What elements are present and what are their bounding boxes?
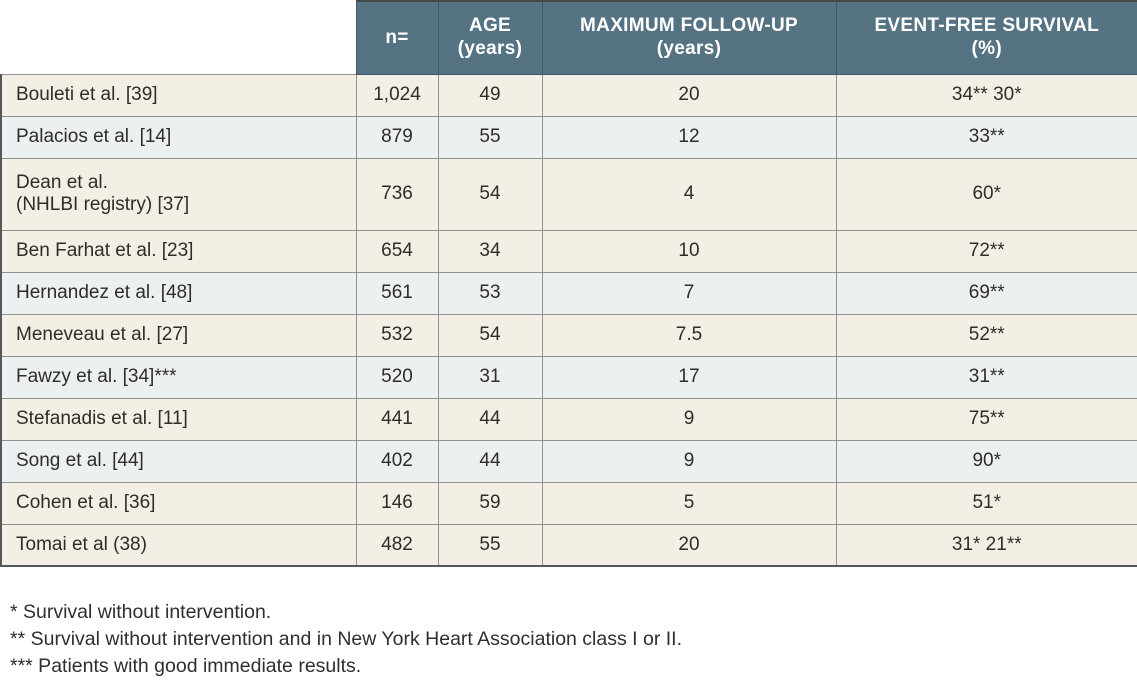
event-free-survival-cell: 31* 21**	[835, 523, 1137, 567]
max-follow-up-cell: 20	[541, 73, 837, 117]
col-header-age: AGE (years)	[437, 0, 543, 75]
age-cell: 55	[437, 115, 543, 159]
max-follow-up-cell: 5	[541, 481, 837, 525]
table-row: Hernandez et al. [48] 561 53 7 69**	[0, 271, 1137, 315]
col-header-n-label: n=	[385, 26, 409, 48]
n-cell: 441	[355, 397, 439, 441]
n-cell: 146	[355, 481, 439, 525]
age-cell: 55	[437, 523, 543, 567]
col-header-study-empty	[1, 1, 356, 74]
table-row: Palacios et al. [14] 879 55 12 33**	[0, 115, 1137, 159]
survival-studies-table: n= AGE (years) MAXIMUM FOLLOW-UP (years)…	[0, 0, 1137, 567]
table-header: n= AGE (years) MAXIMUM FOLLOW-UP (years)…	[1, 0, 1137, 75]
age-cell: 49	[437, 73, 543, 117]
max-follow-up-cell: 7	[541, 271, 837, 315]
study-cell: Dean et al. (NHLBI registry) [37]	[0, 157, 357, 231]
footnote-double-asterisk: ** Survival without intervention and in …	[10, 627, 682, 650]
table-row: Dean et al. (NHLBI registry) [37] 736 54…	[0, 157, 1137, 231]
n-cell: 736	[355, 157, 439, 231]
study-name: Fawzy et al. [34]***	[16, 366, 177, 387]
n-cell: 561	[355, 271, 439, 315]
n-cell: 1,024	[355, 73, 439, 117]
max-follow-up-cell: 4	[541, 157, 837, 231]
event-free-survival-cell: 31**	[835, 355, 1137, 399]
table-row: Tomai et al (38) 482 55 20 31* 21**	[0, 523, 1137, 567]
col-header-age-label: AGE	[468, 15, 512, 37]
col-header-age-unit: (years)	[457, 37, 523, 59]
n-cell: 402	[355, 439, 439, 483]
study-cell: Hernandez et al. [48]	[0, 271, 357, 315]
event-free-survival-cell: 60*	[835, 157, 1137, 231]
event-free-survival-cell: 90*	[835, 439, 1137, 483]
max-follow-up-cell: 12	[541, 115, 837, 159]
n-cell: 654	[355, 229, 439, 273]
study-cell: Bouleti et al. [39]	[0, 73, 357, 117]
table-row: Stefanadis et al. [11] 441 44 9 75**	[0, 397, 1137, 441]
age-cell: 54	[437, 313, 543, 357]
study-name: Palacios et al. [14]	[16, 126, 172, 147]
event-free-survival-cell: 34** 30*	[835, 73, 1137, 117]
age-cell: 54	[437, 157, 543, 231]
col-header-event-free-survival-unit: (%)	[971, 37, 1002, 59]
study-cell: Meneveau et al. [27]	[0, 313, 357, 357]
event-free-survival-cell: 69**	[835, 271, 1137, 315]
study-cell: Fawzy et al. [34]***	[0, 355, 357, 399]
study-name-line2: (NHLBI registry) [37]	[16, 194, 190, 215]
max-follow-up-cell: 20	[541, 523, 837, 567]
study-cell: Tomai et al (38)	[0, 523, 357, 567]
table-row: Fawzy et al. [34]*** 520 31 17 31**	[0, 355, 1137, 399]
event-free-survival-cell: 33**	[835, 115, 1137, 159]
max-follow-up-cell: 9	[541, 439, 837, 483]
study-name: Stefanadis et al. [11]	[16, 408, 188, 429]
col-header-max-follow-up-label: MAXIMUM FOLLOW-UP	[580, 15, 798, 37]
table-row: Song et al. [44] 402 44 9 90*	[0, 439, 1137, 483]
n-cell: 879	[355, 115, 439, 159]
col-header-max-follow-up: MAXIMUM FOLLOW-UP (years)	[541, 0, 837, 75]
footnotes: * Survival without intervention. ** Surv…	[10, 599, 1137, 680]
study-cell: Stefanadis et al. [11]	[0, 397, 357, 441]
n-cell: 532	[355, 313, 439, 357]
event-free-survival-cell: 72**	[835, 229, 1137, 273]
footnote-triple-asterisk: *** Patients with good immediate results…	[10, 654, 362, 677]
col-header-event-free-survival: EVENT-FREE SURVIVAL (%)	[835, 0, 1137, 75]
age-cell: 31	[437, 355, 543, 399]
age-cell: 44	[437, 397, 543, 441]
table-row: Bouleti et al. [39] 1,024 49 20 34** 30*	[0, 73, 1137, 117]
age-cell: 44	[437, 439, 543, 483]
study-name: Song et al. [44]	[16, 450, 144, 471]
table-row: Cohen et al. [36] 146 59 5 51*	[0, 481, 1137, 525]
study-cell: Cohen et al. [36]	[0, 481, 357, 525]
table-row: Meneveau et al. [27] 532 54 7.5 52**	[0, 313, 1137, 357]
event-free-survival-cell: 52**	[835, 313, 1137, 357]
event-free-survival-cell: 75**	[835, 397, 1137, 441]
age-cell: 34	[437, 229, 543, 273]
study-name: Hernandez et al. [48]	[16, 282, 193, 303]
study-cell: Palacios et al. [14]	[0, 115, 357, 159]
study-cell: Ben Farhat et al. [23]	[0, 229, 357, 273]
table-body: Bouleti et al. [39] 1,024 49 20 34** 30*…	[0, 73, 1137, 567]
event-free-survival-cell: 51*	[835, 481, 1137, 525]
max-follow-up-cell: 17	[541, 355, 837, 399]
age-cell: 59	[437, 481, 543, 525]
study-name: Cohen et al. [36]	[16, 492, 156, 513]
footnote-single-asterisk: * Survival without intervention.	[10, 601, 272, 623]
col-header-max-follow-up-unit: (years)	[656, 37, 722, 59]
n-cell: 482	[355, 523, 439, 567]
header-row: n= AGE (years) MAXIMUM FOLLOW-UP (years)…	[1, 0, 1137, 75]
n-cell: 520	[355, 355, 439, 399]
study-cell: Song et al. [44]	[0, 439, 357, 483]
study-name: Meneveau et al. [27]	[16, 324, 189, 345]
study-name: Dean et al.	[16, 172, 108, 193]
col-header-event-free-survival-label: EVENT-FREE SURVIVAL	[874, 15, 1100, 37]
study-name: Bouleti et al. [39]	[16, 84, 158, 105]
study-name: Ben Farhat et al. [23]	[16, 240, 194, 261]
max-follow-up-cell: 7.5	[541, 313, 837, 357]
max-follow-up-cell: 10	[541, 229, 837, 273]
max-follow-up-cell: 9	[541, 397, 837, 441]
col-header-n: n=	[355, 0, 439, 75]
age-cell: 53	[437, 271, 543, 315]
study-name: Tomai et al (38)	[16, 533, 147, 555]
table-row: Ben Farhat et al. [23] 654 34 10 72**	[0, 229, 1137, 273]
